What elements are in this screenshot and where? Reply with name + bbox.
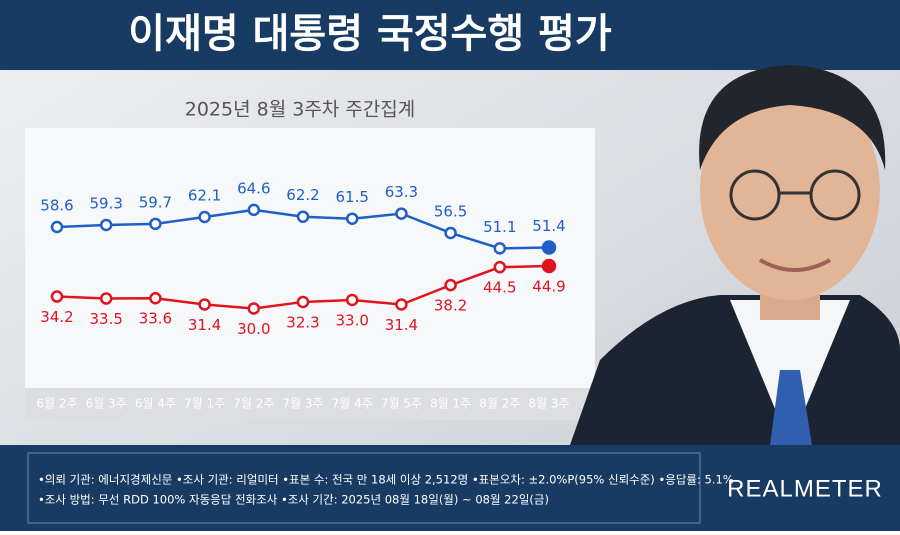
data-label: 34.2 bbox=[40, 308, 73, 326]
data-label: 56.5 bbox=[434, 202, 467, 220]
portrait bbox=[570, 65, 900, 445]
x-tick-label: 6월 4주 bbox=[135, 397, 176, 411]
data-point bbox=[50, 220, 64, 234]
x-tick-label: 7월 2주 bbox=[233, 397, 274, 411]
data-label: 51.4 bbox=[532, 217, 565, 235]
data-label: 44.9 bbox=[532, 278, 565, 296]
data-label: 59.7 bbox=[139, 193, 172, 211]
x-tick-label: 8월 1주 bbox=[430, 397, 471, 411]
chart-subtitle: 2025년 8월 3주차 주간집계 bbox=[185, 99, 416, 121]
data-point bbox=[345, 212, 359, 225]
data-label: 38.2 bbox=[434, 297, 467, 315]
x-tick-label: 7월 4주 bbox=[332, 397, 373, 411]
data-point bbox=[493, 242, 507, 255]
data-point bbox=[395, 207, 408, 220]
data-point bbox=[149, 217, 162, 231]
data-label: 33.6 bbox=[139, 310, 172, 328]
data-point bbox=[198, 210, 211, 224]
data-point bbox=[541, 258, 557, 274]
data-label: 44.5 bbox=[483, 279, 516, 297]
x-tick-label: 7월 1주 bbox=[184, 397, 225, 411]
note: •의뢰 기관: 에너지경제신문 •조사 기관: 리얼미터 •표본 수: 전국 만… bbox=[38, 473, 734, 487]
data-point bbox=[99, 292, 113, 305]
data-label: 32.3 bbox=[286, 313, 319, 331]
data-point bbox=[395, 298, 408, 311]
category-strip bbox=[25, 388, 595, 420]
data-label: 30.0 bbox=[237, 320, 270, 338]
header-band bbox=[0, 0, 900, 70]
data-label: 33.0 bbox=[335, 311, 368, 329]
data-label: 64.6 bbox=[237, 179, 270, 197]
data-point bbox=[444, 278, 457, 292]
data-point bbox=[444, 226, 457, 240]
data-label: 31.4 bbox=[188, 316, 221, 334]
mouth bbox=[759, 258, 831, 272]
data-point bbox=[50, 290, 64, 303]
x-tick-label: 6월 3주 bbox=[86, 397, 127, 411]
data-point bbox=[541, 240, 557, 255]
data-point bbox=[198, 298, 211, 311]
data-label: 58.6 bbox=[40, 196, 73, 214]
data-point bbox=[296, 295, 310, 309]
note: •조사 방법: 무선 RDD 100% 자동응답 전화조사 •조사 기간: 20… bbox=[38, 493, 549, 507]
glasses-left bbox=[729, 169, 781, 221]
glasses-right bbox=[809, 169, 861, 221]
data-label: 51.1 bbox=[483, 218, 516, 236]
data-point bbox=[99, 218, 113, 232]
data-label: 63.3 bbox=[385, 183, 418, 201]
footer-band bbox=[0, 445, 900, 531]
x-tick-label: 8월 3주 bbox=[528, 397, 569, 411]
hair bbox=[699, 65, 886, 170]
data-label: 33.5 bbox=[89, 310, 122, 328]
data-point bbox=[296, 210, 310, 223]
data-point bbox=[247, 302, 261, 315]
chart-title: 이재명 대통령 국정수행 평가 bbox=[128, 11, 612, 57]
face bbox=[700, 80, 880, 300]
data-label: 62.2 bbox=[286, 186, 319, 204]
x-tick-label: 6월 2주 bbox=[36, 397, 77, 411]
data-label: 31.4 bbox=[385, 316, 418, 334]
data-point bbox=[493, 260, 507, 274]
data-label: 61.5 bbox=[335, 188, 368, 206]
data-point bbox=[149, 291, 162, 305]
brand: REALMETER bbox=[727, 475, 883, 502]
data-point bbox=[247, 203, 261, 217]
data-label: 59.3 bbox=[89, 194, 122, 212]
x-tick-label: 7월 5주 bbox=[381, 397, 422, 411]
plot-panel bbox=[25, 128, 595, 420]
data-label: 62.1 bbox=[188, 187, 221, 205]
tie bbox=[770, 370, 812, 445]
data-point bbox=[345, 293, 359, 307]
notes-box bbox=[27, 452, 701, 524]
x-tick-label: 8월 2주 bbox=[479, 397, 520, 411]
x-tick-label: 7월 3주 bbox=[282, 397, 323, 411]
